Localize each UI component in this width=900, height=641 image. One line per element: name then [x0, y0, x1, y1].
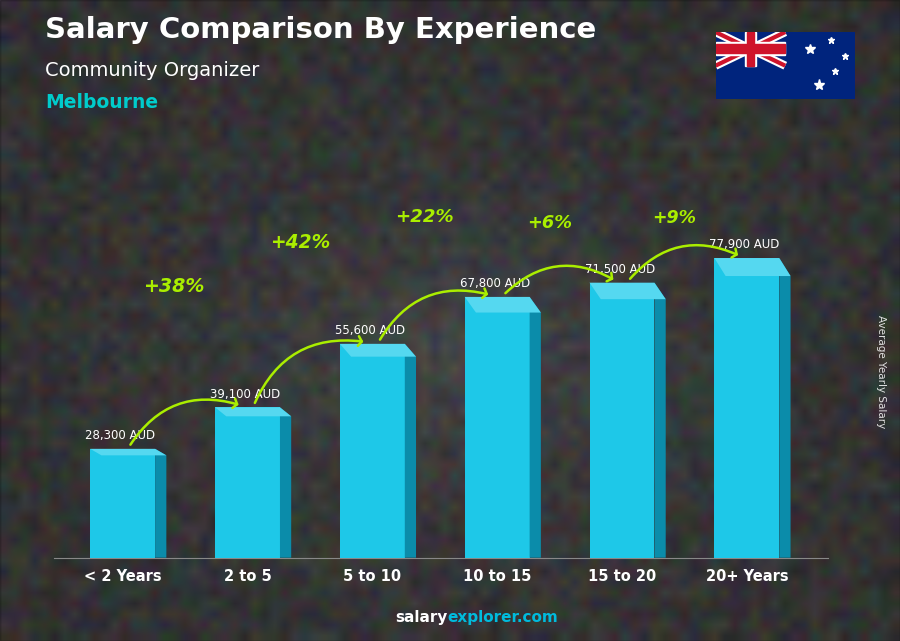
Text: 55,600 AUD: 55,600 AUD: [335, 324, 405, 337]
FancyBboxPatch shape: [590, 283, 654, 558]
Text: Average Yearly Salary: Average Yearly Salary: [877, 315, 886, 428]
FancyBboxPatch shape: [340, 344, 405, 558]
Text: explorer.com: explorer.com: [447, 610, 558, 625]
Text: +9%: +9%: [652, 209, 697, 227]
Polygon shape: [215, 407, 292, 416]
Bar: [716, 44, 785, 53]
Polygon shape: [654, 283, 666, 558]
Text: 77,900 AUD: 77,900 AUD: [709, 238, 779, 251]
Polygon shape: [590, 283, 666, 299]
Text: 39,100 AUD: 39,100 AUD: [210, 388, 280, 401]
Text: 28,300 AUD: 28,300 AUD: [86, 429, 156, 442]
FancyBboxPatch shape: [215, 407, 280, 558]
Text: +22%: +22%: [395, 208, 454, 226]
Text: Melbourne: Melbourne: [45, 93, 158, 112]
Polygon shape: [280, 407, 292, 558]
FancyBboxPatch shape: [715, 258, 779, 558]
Text: Community Organizer: Community Organizer: [45, 61, 259, 80]
Text: salary: salary: [395, 610, 447, 625]
Polygon shape: [779, 258, 790, 558]
Bar: [745, 32, 756, 66]
Polygon shape: [464, 297, 541, 313]
FancyBboxPatch shape: [464, 297, 529, 558]
Text: +38%: +38%: [144, 277, 206, 296]
Polygon shape: [405, 344, 416, 558]
Text: 71,500 AUD: 71,500 AUD: [585, 263, 655, 276]
Bar: [716, 42, 785, 55]
Polygon shape: [715, 258, 790, 276]
Text: +42%: +42%: [270, 233, 330, 253]
Bar: [747, 32, 753, 66]
Text: Salary Comparison By Experience: Salary Comparison By Experience: [45, 16, 596, 44]
FancyBboxPatch shape: [90, 449, 155, 558]
Text: 67,800 AUD: 67,800 AUD: [460, 278, 530, 290]
Polygon shape: [340, 344, 416, 356]
Text: +6%: +6%: [527, 213, 572, 231]
Polygon shape: [529, 297, 541, 558]
Polygon shape: [155, 449, 166, 558]
Polygon shape: [90, 449, 166, 455]
